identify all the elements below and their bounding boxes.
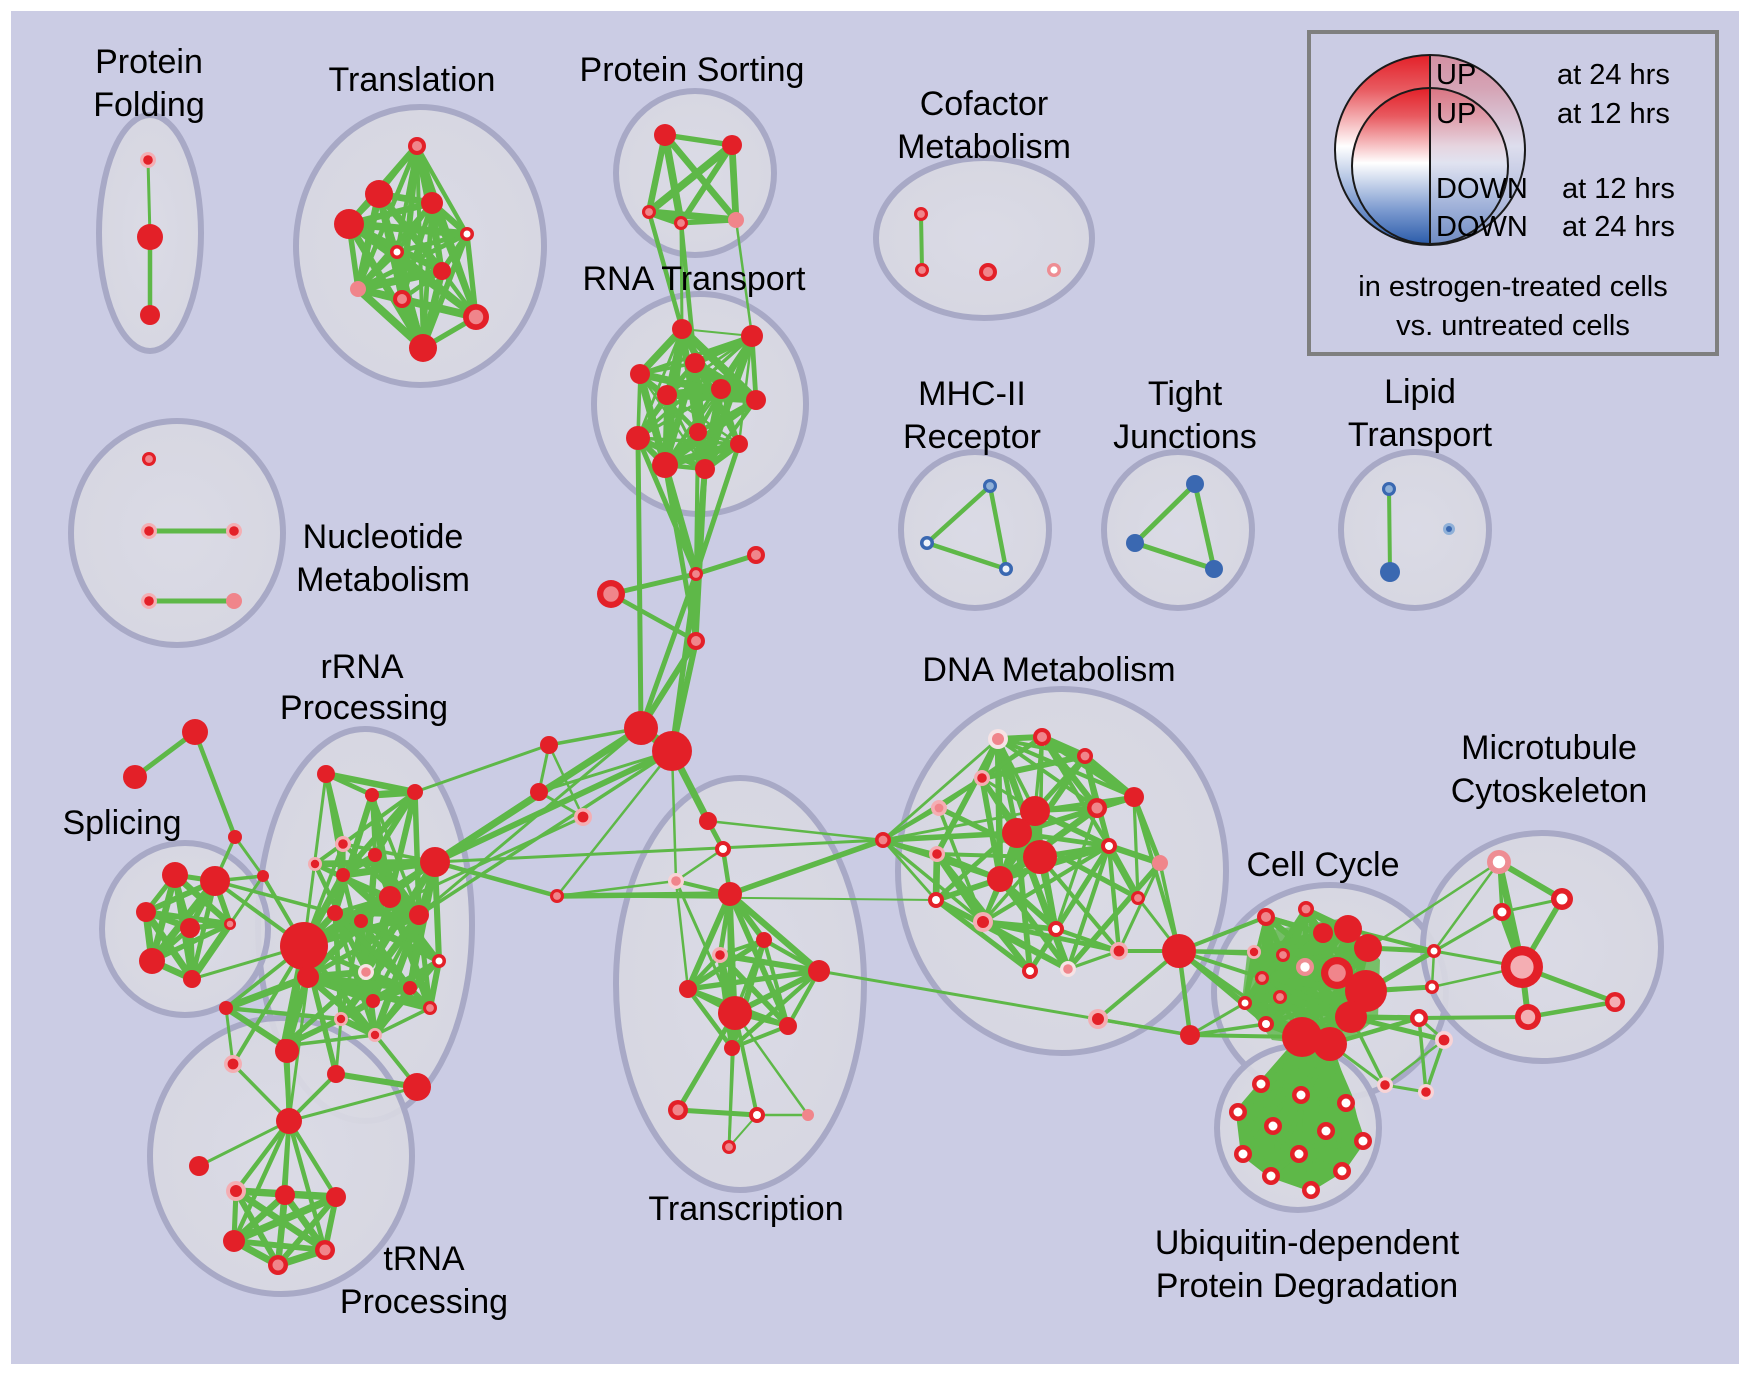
svg-text:Receptor: Receptor <box>903 418 1041 456</box>
svg-text:UP: UP <box>1436 98 1476 130</box>
svg-text:Folding: Folding <box>93 86 205 124</box>
svg-text:Lipid: Lipid <box>1384 373 1456 411</box>
svg-text:Protein Sorting: Protein Sorting <box>580 51 805 89</box>
svg-text:DOWN: DOWN <box>1436 211 1528 243</box>
svg-text:at 12 hrs: at 12 hrs <box>1562 173 1675 205</box>
svg-text:Cell Cycle: Cell Cycle <box>1246 846 1399 884</box>
svg-text:Transcription: Transcription <box>648 1190 843 1228</box>
svg-text:DNA Metabolism: DNA Metabolism <box>922 651 1175 689</box>
svg-text:Translation: Translation <box>329 61 496 99</box>
svg-text:Junctions: Junctions <box>1113 418 1257 456</box>
svg-text:MHC-II: MHC-II <box>918 375 1026 413</box>
svg-text:Transport: Transport <box>1348 416 1493 454</box>
svg-text:tRNA: tRNA <box>383 1240 465 1278</box>
svg-text:Cofactor: Cofactor <box>920 85 1049 123</box>
svg-text:Microtubule: Microtubule <box>1461 729 1637 767</box>
svg-text:Metabolism: Metabolism <box>897 128 1071 166</box>
svg-text:Nucleotide: Nucleotide <box>303 518 464 556</box>
svg-text:at 12 hrs: at 12 hrs <box>1557 98 1670 130</box>
svg-text:at 24 hrs: at 24 hrs <box>1562 211 1675 243</box>
svg-text:rRNA: rRNA <box>320 648 403 686</box>
svg-text:Protein: Protein <box>95 43 203 81</box>
svg-text:Protein Degradation: Protein Degradation <box>1156 1267 1458 1305</box>
svg-text:Ubiquitin-dependent: Ubiquitin-dependent <box>1155 1224 1460 1262</box>
svg-text:vs. untreated cells: vs. untreated cells <box>1396 310 1630 342</box>
svg-text:UP: UP <box>1436 59 1476 91</box>
svg-text:in estrogen-treated cells: in estrogen-treated cells <box>1358 271 1668 303</box>
svg-text:at 24 hrs: at 24 hrs <box>1557 59 1670 91</box>
svg-text:DOWN: DOWN <box>1436 173 1528 205</box>
svg-text:Processing: Processing <box>340 1283 508 1321</box>
svg-text:Cytoskeleton: Cytoskeleton <box>1451 772 1648 810</box>
svg-text:RNA Transport: RNA Transport <box>583 260 807 298</box>
svg-text:Splicing: Splicing <box>62 804 181 842</box>
svg-text:Metabolism: Metabolism <box>296 561 470 599</box>
svg-text:Processing: Processing <box>280 689 448 727</box>
svg-text:Tight: Tight <box>1148 375 1223 413</box>
